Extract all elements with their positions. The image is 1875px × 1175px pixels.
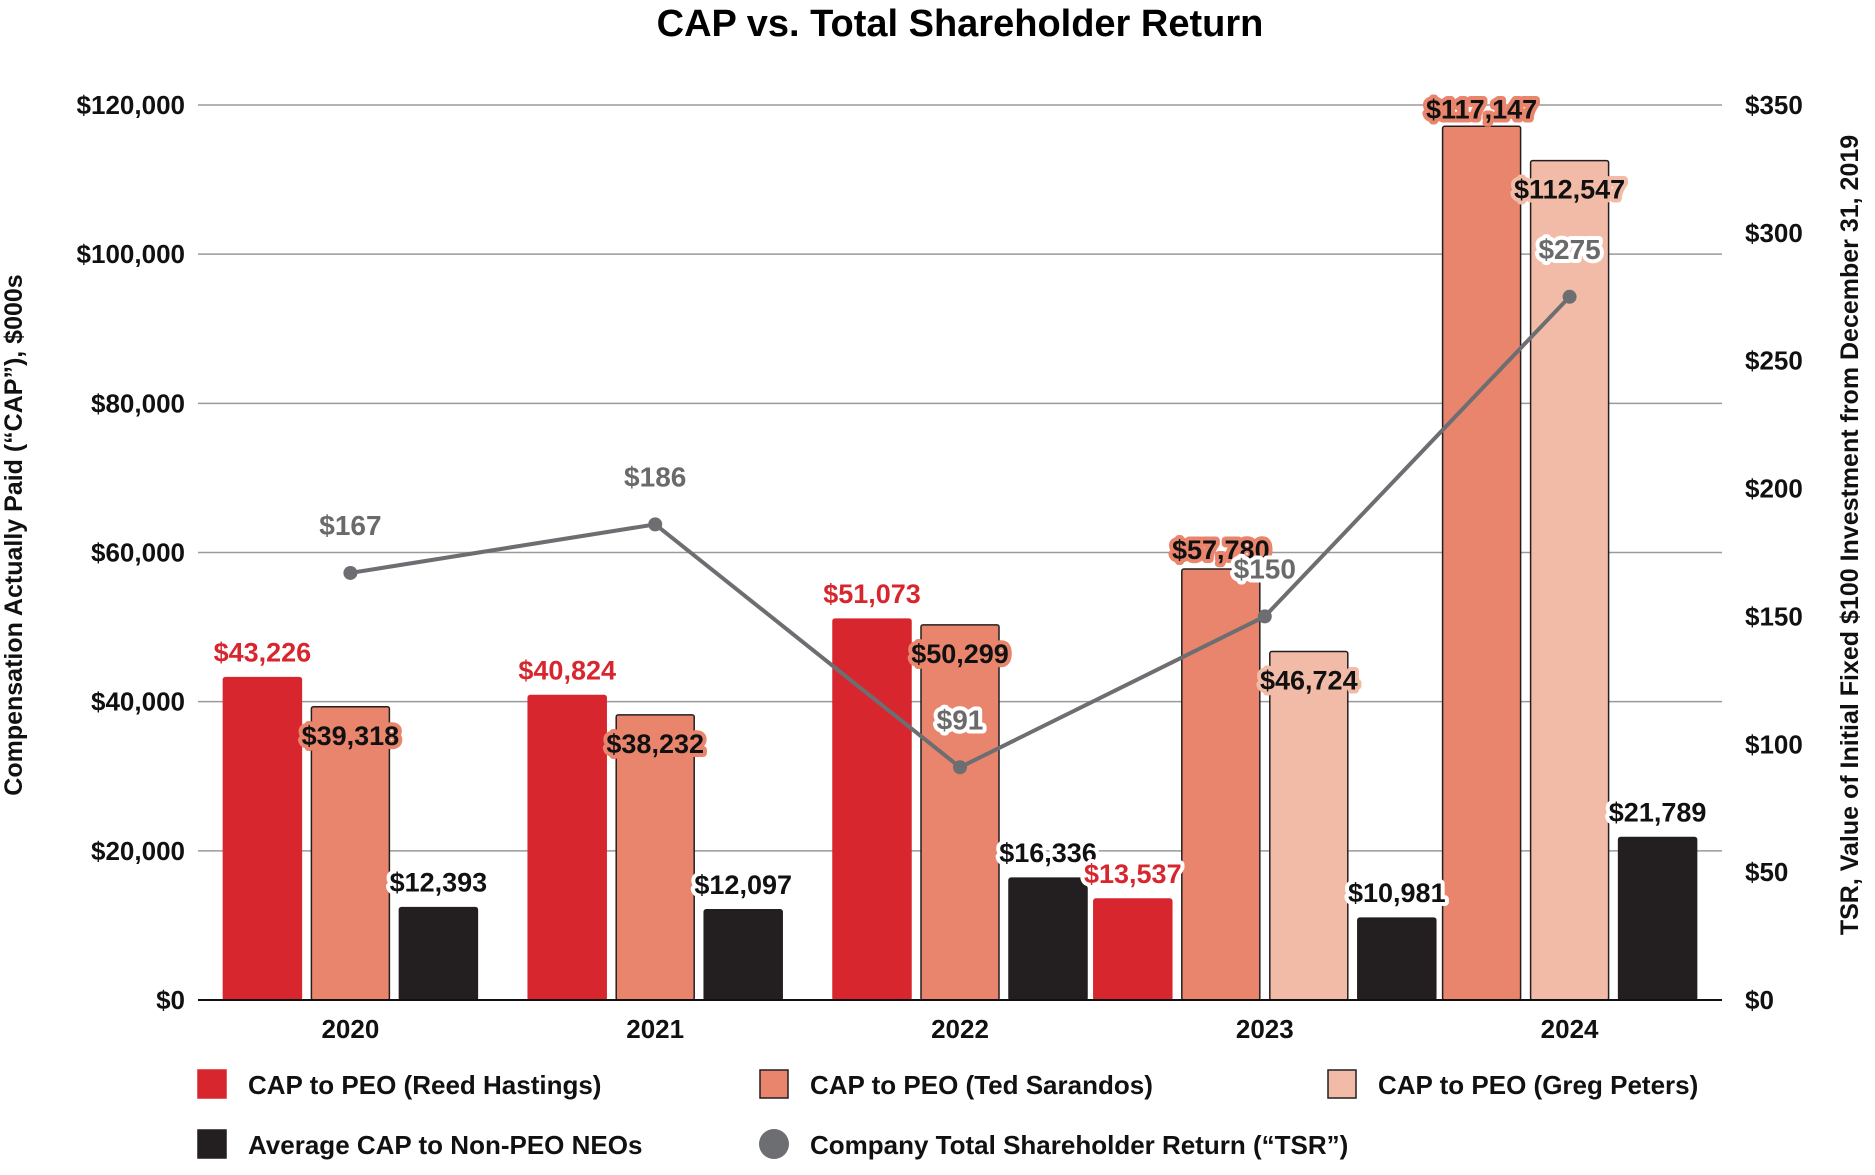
left-tick-label: $100,000: [77, 239, 185, 269]
bar-reed-hastings-2020: [222, 676, 303, 1001]
legend-ted-sarandos-text: CAP to PEO (Ted Sarandos): [810, 1070, 1153, 1100]
tsr-point-2024: [1562, 289, 1577, 304]
category-label: 2021: [626, 1014, 684, 1044]
chart-title: CAP vs. Total Shareholder Return: [657, 3, 1264, 45]
left-axis-ticks: $0 $20,000 $40,000 $60,000 $80,000 $100,000 $1…: [77, 90, 185, 1015]
left-tick-label: $120,000: [77, 90, 185, 120]
bar-label-ted-sarandos-2022: $50,299: [911, 639, 1009, 669]
tsr-point-2021: [648, 517, 663, 532]
bar-label-non-peo-neos-2023: $10,981: [1348, 878, 1446, 908]
tsr-label-2024: $275: [1538, 234, 1600, 265]
bar-label-ted-sarandos-2020: $39,318: [302, 721, 400, 751]
left-tick-label: $80,000: [91, 388, 185, 418]
legend-non-peo-neos: Average CAP to Non-PEO NEOs: [197, 1129, 642, 1160]
bar-non-peo-neos-2023: [1357, 917, 1437, 1001]
legend-ted-sarandos-swatch: [759, 1069, 789, 1099]
bar-non-peo-neos-2020: [398, 906, 479, 1001]
bar-non-peo-neos-2024: [1617, 836, 1698, 1001]
bar-label-non-peo-neos-2020: $12,393: [390, 868, 488, 898]
legend-greg-peters-text: CAP to PEO (Greg Peters): [1378, 1070, 1698, 1100]
tsr-label-2021: $186: [624, 461, 686, 492]
bar-non-peo-neos-2021: [703, 909, 783, 1001]
bar-non-peo-neos-2022: [1008, 877, 1088, 1001]
tsr-point-2023: [1257, 609, 1272, 624]
legend: CAP to PEO (Reed Hastings) CAP to PEO (Te…: [197, 1069, 1698, 1160]
right-tick-label: $300: [1745, 218, 1803, 248]
bar-greg-peters-2024: [1529, 159, 1610, 1001]
right-tick-label: $0: [1745, 985, 1774, 1015]
tsr-point-2020: [343, 565, 358, 580]
category-label: 2020: [321, 1014, 379, 1044]
right-tick-label: $250: [1745, 346, 1803, 376]
legend-reed-hastings-text: CAP to PEO (Reed Hastings): [248, 1070, 601, 1100]
legend-non-peo-neos-text: Average CAP to Non-PEO NEOs: [248, 1130, 642, 1160]
bar-label-non-peo-neos-2022: $16,336: [999, 838, 1097, 868]
legend-tsr-swatch: [759, 1129, 789, 1159]
category-labels: 2020 2021 2022 2023 2024: [321, 1014, 1599, 1044]
right-axis-ticks: $0 $50 $100 $150 $200 $250 $300 $350: [1745, 90, 1803, 1015]
tsr-series: $167 $186 $91 $150 $275: [315, 230, 1605, 775]
bar-ted-sarandos-2022: [920, 624, 1000, 1001]
legend-reed-hastings-swatch: [197, 1069, 227, 1099]
legend-greg-peters: CAP to PEO (Greg Peters): [1327, 1069, 1698, 1100]
bar-labels: $43,226 $39,318 $12,393 $40,824 $38,232 $12,0…: [210, 90, 1711, 912]
bar-label-reed-hastings-2020: $43,226: [214, 638, 312, 668]
bar-label-reed-hastings-2023: $13,537: [1084, 859, 1182, 889]
bar-ted-sarandos-2024: [1441, 125, 1522, 1001]
bar-reed-hastings-2023: [1093, 898, 1173, 1001]
tsr-label-2022: $91: [937, 704, 984, 735]
right-tick-label: $100: [1745, 729, 1803, 759]
bar-label-reed-hastings-2022: $51,073: [823, 579, 921, 609]
left-tick-label: $40,000: [91, 687, 185, 717]
bar-label-ted-sarandos-2023: $57,780: [1172, 535, 1270, 565]
bar-reed-hastings-2021: [527, 694, 607, 1001]
left-tick-label: $20,000: [91, 836, 185, 866]
bar-greg-peters-2023: [1269, 650, 1349, 1001]
bar-label-non-peo-neos-2024: $21,789: [1609, 797, 1707, 827]
bar-label-reed-hastings-2021: $40,824: [518, 656, 616, 686]
right-tick-label: $350: [1745, 90, 1803, 120]
legend-non-peo-neos-swatch: [197, 1129, 227, 1159]
legend-greg-peters-swatch: [1327, 1069, 1357, 1099]
left-tick-label: $0: [156, 985, 185, 1015]
left-axis-label: Compensation Actually Paid (“CAP”), $000…: [0, 274, 28, 795]
bar-label-ted-sarandos-2024: $117,147: [1426, 94, 1537, 124]
legend-tsr-text: Company Total Shareholder Return (“TSR”): [810, 1130, 1348, 1160]
right-tick-label: $50: [1745, 857, 1788, 887]
tsr-label-2020: $167: [319, 510, 381, 541]
right-axis-label: TSR, Value of Initial Fixed $100 Investm…: [1836, 135, 1864, 935]
legend-ted-sarandos: CAP to PEO (Ted Sarandos): [759, 1069, 1153, 1100]
category-label: 2024: [1541, 1014, 1599, 1044]
left-tick-label: $60,000: [91, 538, 185, 568]
tsr-point-2022: [953, 760, 967, 775]
right-tick-label: $150: [1745, 601, 1803, 631]
legend-tsr: Company Total Shareholder Return (“TSR”): [759, 1129, 1348, 1160]
legend-reed-hastings: CAP to PEO (Reed Hastings): [197, 1069, 601, 1100]
bar-label-non-peo-neos-2021: $12,097: [694, 870, 792, 900]
bar-ted-sarandos-2023: [1181, 568, 1261, 1001]
bar-label-ted-sarandos-2021: $38,232: [606, 729, 704, 759]
category-label: 2023: [1236, 1014, 1294, 1044]
bar-label-greg-peters-2024: $112,547: [1514, 175, 1625, 205]
bars: [222, 125, 1698, 1001]
tsr-label-2023: $150: [1234, 553, 1296, 584]
right-tick-label: $200: [1745, 474, 1803, 504]
bar-label-greg-peters-2023: $46,724: [1260, 666, 1358, 696]
category-label: 2022: [931, 1014, 989, 1044]
